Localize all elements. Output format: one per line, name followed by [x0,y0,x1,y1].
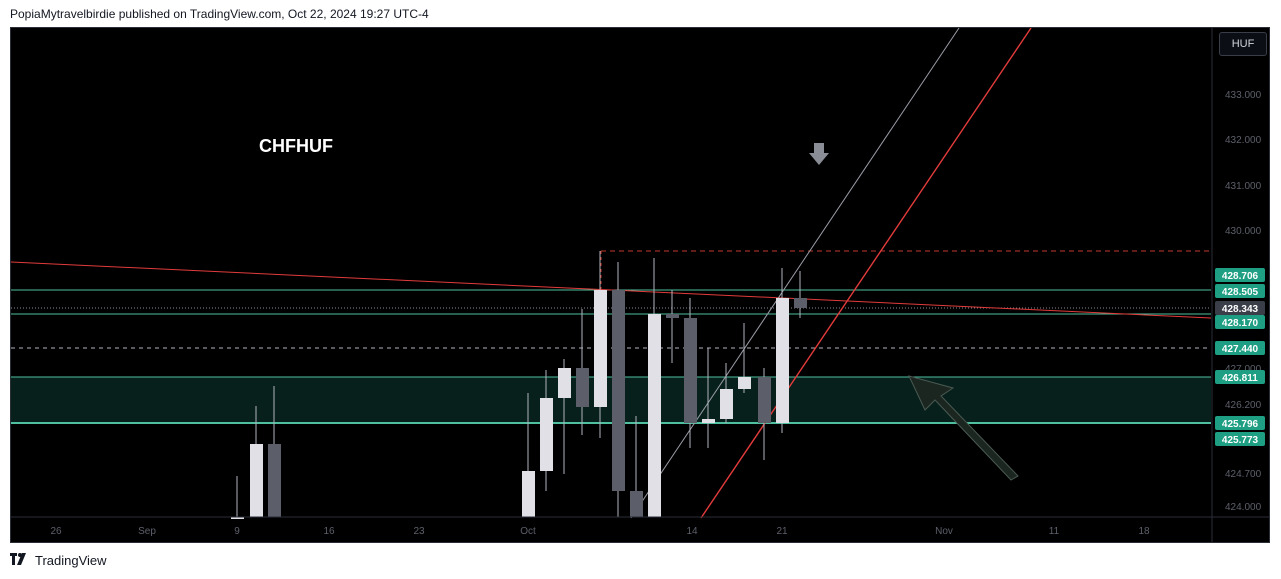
publish-info: PopiaMytravelbirdie published on Trading… [10,7,429,21]
price-tick-label: 432.000 [1225,135,1262,146]
currency-button[interactable]: HUF [1219,32,1267,56]
time-tick-label: Sep [138,526,156,537]
tradingview-logo-icon [10,553,30,568]
support-zone [11,377,1211,423]
price-label: 428.505 [1222,287,1259,298]
time-tick-label: 16 [323,526,335,537]
channel-line [630,27,960,519]
candle-body [576,368,589,407]
price-tick-label: 431.000 [1225,181,1262,192]
price-label: 428.706 [1222,271,1259,282]
symbol-title: CHFHUF [259,136,333,156]
candles-group [231,251,807,519]
price-label: 428.170 [1222,318,1259,329]
time-axis[interactable]: 26 Sep 9 16 23 Oct 14 21 Nov 11 18 [50,526,1150,537]
price-label: 425.796 [1222,419,1259,430]
price-label-bg [1215,301,1265,315]
price-label-bg [1215,370,1265,384]
price-label: 426.811 [1222,373,1258,384]
tradingview-brand: TradingView [35,553,107,568]
price-label-bg [1215,416,1265,430]
price-tick-label: 433.000 [1225,90,1262,101]
price-label: 428.343 [1222,304,1259,315]
candle-body [630,491,643,517]
time-tick-label: 14 [686,526,698,537]
time-tick-label: 21 [776,526,788,537]
time-tick-label: 9 [234,526,240,537]
price-label-bg [1215,315,1265,329]
time-tick-label: 11 [1049,526,1060,537]
candle-body [758,377,771,423]
candle-body [558,368,571,398]
rising-trendline [700,27,1032,519]
price-tick-label: 426.200 [1225,400,1262,411]
candle-body [540,398,553,471]
candle-body [612,290,625,491]
time-tick-label: 18 [1138,526,1150,537]
price-label: 425.773 [1222,435,1259,446]
candle-body [522,471,535,517]
time-tick-label: Oct [520,526,536,537]
candle-body [776,298,789,423]
price-tick-label: 427.000 [1225,364,1262,375]
chart-panel[interactable]: CHFHUF 433.000 432.000 431.000 430.000 427.0… [10,27,1270,543]
descending-trendline [10,261,1212,319]
price-label-bg [1215,341,1265,355]
footer: TradingView [10,553,107,568]
price-label-bg [1215,268,1265,282]
price-label: 427.440 [1222,344,1259,355]
down-arrow-icon [809,143,829,165]
price-tick-label: 430.000 [1225,226,1262,237]
candle-body [738,377,751,389]
candle-body [666,314,679,318]
candle-body [720,389,733,419]
candle-body [594,290,607,407]
price-axis[interactable]: 433.000 432.000 431.000 430.000 427.000 426.2… [1225,90,1262,513]
price-chart[interactable]: CHFHUF 433.000 432.000 431.000 430.000 427.0… [10,27,1269,542]
price-tick-label: 424.000 [1225,502,1262,513]
candle-body [648,314,661,517]
candle-body [231,517,244,519]
price-tick-label: 424.700 [1225,469,1262,480]
candle-body [250,444,263,517]
price-label-bg [1215,284,1265,298]
time-tick-label: 23 [413,526,425,537]
price-labels: 428.706 428.505 428.343 428.170 427.440 426.8… [1215,268,1265,446]
time-tick-label: 26 [50,526,62,537]
time-tick-label: Nov [935,526,953,537]
candle-body [268,444,281,517]
candle-body [794,298,807,308]
candle-body [684,318,697,423]
up-arrow-icon [908,375,1019,481]
candle-body [702,419,715,423]
price-label-bg [1215,432,1265,446]
